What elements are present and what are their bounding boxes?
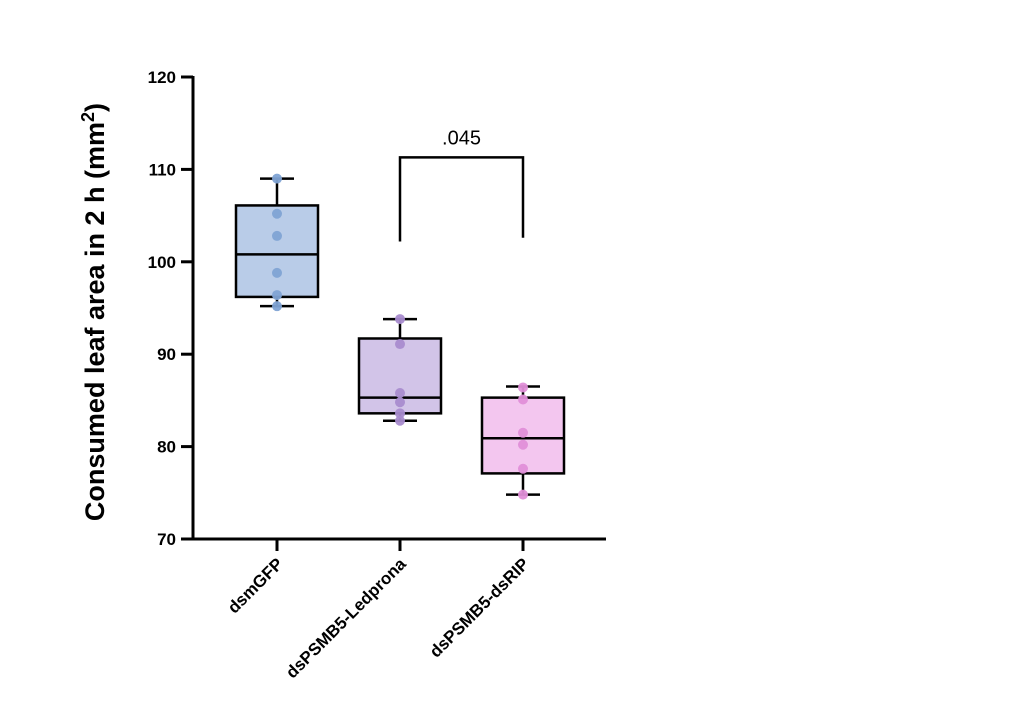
y-axis-title: Consumed leaf area in 2 h (mm2) <box>78 103 110 521</box>
box-dsmGFP <box>234 173 320 312</box>
data-point <box>395 388 405 399</box>
y-ticks: 70 80 90 100 110 120 <box>148 68 193 549</box>
svg-text:Consumed leaf area in 2 h (mm2: Consumed leaf area in 2 h (mm2) <box>78 103 110 521</box>
data-point <box>272 208 282 219</box>
x-category-label: dsPSMB5-Ledprona <box>282 554 410 682</box>
significance-p-value: .045 <box>442 127 481 149</box>
y-tick-label: 90 <box>157 345 176 364</box>
y-tick-label: 110 <box>149 160 176 179</box>
y-tick-label: 120 <box>148 68 176 87</box>
data-point <box>272 230 282 241</box>
data-point <box>395 408 405 419</box>
y-tick-label: 80 <box>157 438 176 457</box>
y-tick-label: 100 <box>148 253 176 272</box>
data-point <box>272 267 282 278</box>
data-point <box>395 397 405 408</box>
data-point <box>518 489 528 500</box>
data-point <box>395 339 405 350</box>
data-point <box>395 314 405 325</box>
x-category-label: dsmGFP <box>224 554 287 617</box>
data-point <box>518 439 528 450</box>
box-dsPSMB5-Ledprona <box>357 314 443 426</box>
y-tick-label: 70 <box>157 530 176 549</box>
x-category-label: dsPSMB5-dsRIP <box>426 554 533 661</box>
data-point <box>518 427 528 438</box>
data-point <box>518 394 528 405</box>
significance-annotation: .045 <box>398 127 525 242</box>
y-axis-title-end: ) <box>80 103 110 112</box>
data-point <box>395 415 405 426</box>
box-dsPSMB5-dsRIP <box>480 382 566 500</box>
boxes <box>234 173 566 500</box>
data-point <box>272 173 282 184</box>
significance-bracket <box>398 156 525 242</box>
y-axis-title-superscript: 2 <box>78 112 98 122</box>
y-axis-title-text: Consumed leaf area in 2 h (mm <box>80 122 110 521</box>
iqr-box <box>234 204 320 299</box>
data-point <box>272 301 282 312</box>
data-point <box>518 463 528 474</box>
data-point <box>518 382 528 393</box>
data-point <box>272 290 282 301</box>
